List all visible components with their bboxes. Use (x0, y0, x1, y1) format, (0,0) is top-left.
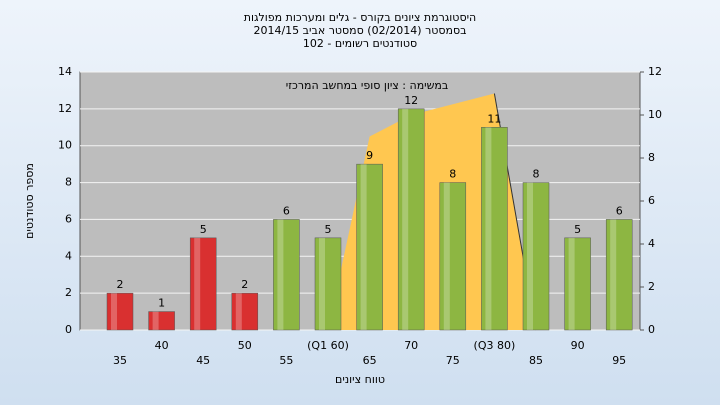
x-tick-label: 75 (446, 354, 460, 367)
bar (273, 219, 300, 331)
bar (356, 163, 383, 331)
bar-highlight (527, 182, 533, 330)
value-label: 9 (366, 149, 373, 162)
title-line: סטודנטים רשומים - 102 (303, 37, 417, 50)
value-label: 5 (574, 223, 581, 236)
value-label: 6 (616, 204, 623, 217)
y2-tick-label: 4 (648, 237, 655, 250)
value-label: 8 (449, 168, 456, 181)
bar (481, 127, 508, 331)
bar-highlight (235, 293, 242, 330)
bar (397, 108, 425, 331)
x-tick-label: 55 (279, 354, 293, 367)
value-label: 11 (487, 112, 501, 125)
x-tick-label: 95 (612, 354, 626, 367)
y-tick-label: 12 (58, 102, 72, 115)
y2-tick-label: 0 (648, 323, 655, 336)
x-tick-label: 85 (529, 354, 543, 367)
value-label: 2 (117, 278, 124, 291)
value-label: 5 (325, 223, 332, 236)
bar (439, 182, 467, 331)
x-axis-label: טווח ציונים (335, 373, 385, 386)
x-tick-label: 35 (113, 354, 127, 367)
y2-tick-label: 12 (648, 65, 662, 78)
y-tick-label: 2 (65, 286, 72, 299)
y-tick-label: 4 (65, 249, 72, 262)
y-tick-label: 8 (65, 176, 72, 189)
y-tick-label: 10 (58, 139, 72, 152)
value-label: 8 (533, 168, 540, 181)
bar-highlight (443, 182, 450, 330)
y2-tick-label: 10 (648, 108, 662, 121)
bar (231, 292, 259, 331)
x-tick-label: (Q3 80) (474, 339, 516, 352)
bar-highlight (360, 164, 367, 330)
annotation: במשימה : ציון סופי במחשב המרכזי (286, 79, 449, 92)
bar (106, 292, 134, 331)
bar-highlight (485, 127, 492, 331)
value-label: 2 (241, 278, 248, 291)
bar-highlight (111, 293, 117, 330)
bar (564, 237, 591, 331)
bar-highlight (610, 219, 617, 330)
bar-highlight (568, 237, 575, 330)
title-line: היסטוגרמת ציונים בקורס - גלים ומערכות מפ… (244, 11, 476, 24)
y-tick-label: 14 (58, 65, 72, 78)
bar-highlight (194, 237, 201, 330)
bar (522, 182, 550, 331)
y-axis-label: מספר סטודנטים (23, 163, 36, 239)
value-label: 6 (283, 204, 290, 217)
bar-highlight (319, 237, 325, 330)
y-tick-label: 6 (65, 212, 72, 225)
x-tick-label: 40 (155, 339, 169, 352)
y2-tick-label: 2 (648, 280, 655, 293)
value-label: 12 (404, 94, 418, 107)
x-tick-label: 70 (404, 339, 418, 352)
bar (314, 237, 342, 331)
y2-tick-label: 8 (648, 151, 655, 164)
x-tick-label: 90 (571, 339, 585, 352)
x-tick-label: 50 (238, 339, 252, 352)
bar-highlight (277, 219, 284, 330)
bar-highlight (152, 311, 159, 330)
value-label: 1 (158, 297, 165, 310)
bar-highlight (402, 108, 409, 330)
y2-tick-label: 6 (648, 194, 655, 207)
x-tick-label: 45 (196, 354, 210, 367)
bar (605, 219, 633, 331)
x-tick-label: 65 (363, 354, 377, 367)
bar (189, 237, 217, 331)
y-tick-label: 0 (65, 323, 72, 336)
bar (148, 311, 175, 331)
value-label: 5 (200, 223, 207, 236)
x-tick-label: (Q1 60) (307, 339, 349, 352)
title-line: בסמסטר (02/2014) סמסטר אביב 2014/15 (253, 24, 466, 37)
